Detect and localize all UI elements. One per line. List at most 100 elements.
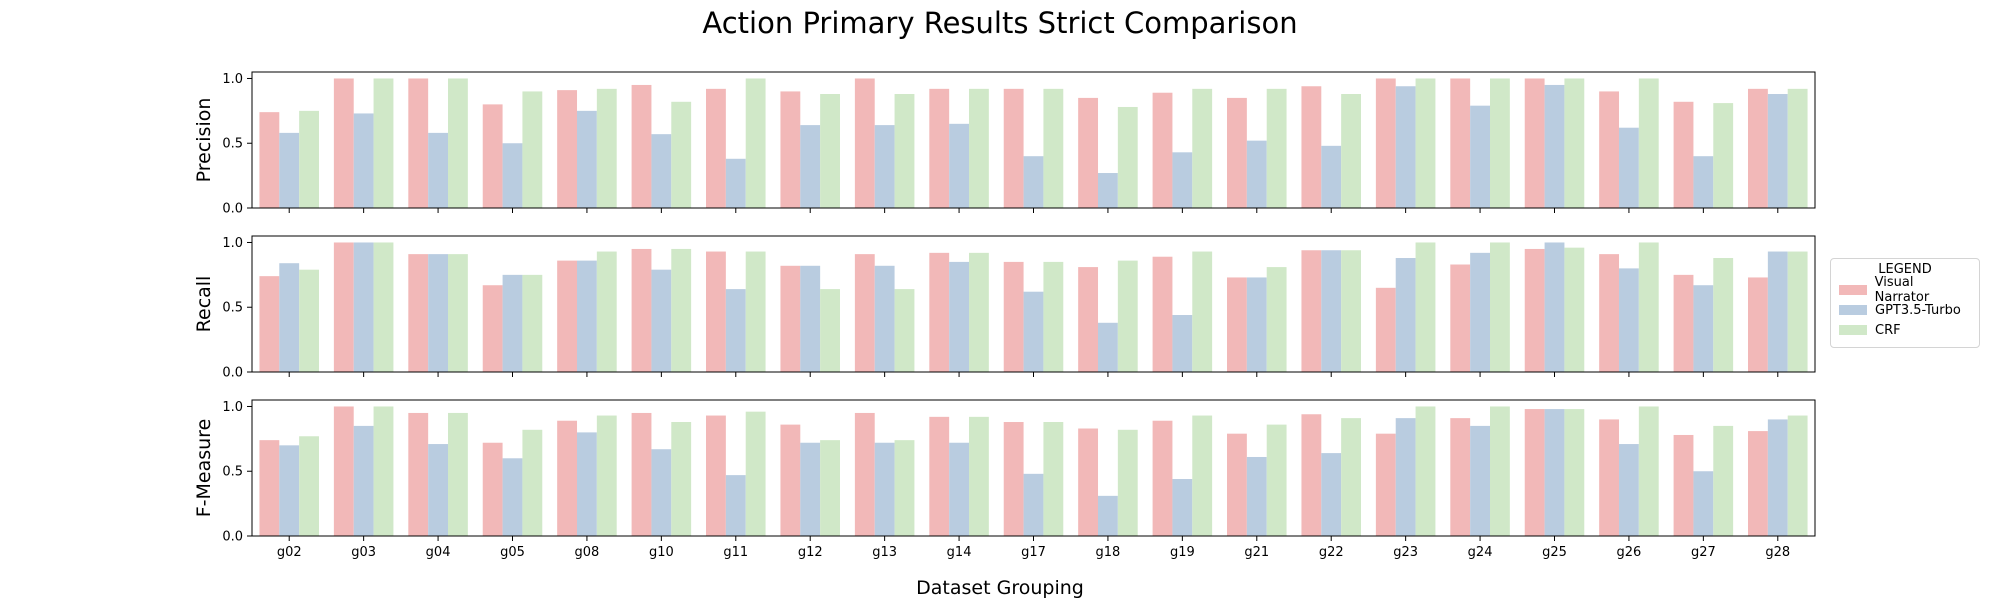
bar-f-measure-visual-narrator-g11 (706, 415, 726, 536)
bar-f-measure-crf-g17 (1043, 422, 1064, 536)
bar-precision-gpt3-5-turbo-g22 (1321, 145, 1342, 208)
legend-label-crf: CRF (1875, 322, 1901, 338)
bar-precision-visual-narrator-g14 (929, 88, 950, 208)
x-tick-label-g05: g05 (500, 545, 525, 560)
bar-precision-gpt3-5-turbo-g25 (1544, 84, 1565, 208)
bar-recall-visual-narrator-g17 (1003, 261, 1024, 372)
x-tick-label-g28: g28 (1765, 545, 1790, 560)
legend-item-crf: CRF (1839, 320, 1971, 340)
bar-recall-gpt3-5-turbo-g04 (428, 254, 448, 372)
y-tick-label-precision-0.0: 0.0 (222, 202, 243, 217)
bar-recall-gpt3-5-turbo-g13 (874, 265, 895, 372)
bar-precision-gpt3-5-turbo-g23 (1395, 86, 1416, 208)
bar-recall-gpt3-5-turbo-g05 (502, 274, 523, 372)
bar-recall-crf-g18 (1117, 260, 1138, 372)
y-tick-label-recall-1.0: 1.0 (222, 236, 243, 251)
bar-recall-visual-narrator-g03 (333, 242, 354, 372)
bar-recall-visual-narrator-g12 (780, 265, 801, 372)
bar-precision-crf-g11 (745, 78, 766, 208)
bar-f-measure-crf-g18 (1117, 429, 1138, 536)
bar-f-measure-crf-g14 (969, 416, 989, 536)
bar-recall-gpt3-5-turbo-g26 (1619, 268, 1639, 372)
y-tick-label-recall-0.5: 0.5 (222, 301, 243, 316)
legend: LEGEND Visual Narrator GPT3.5-Turbo CRF (1830, 258, 1980, 348)
bar-recall-crf-g28 (1787, 251, 1808, 372)
bar-precision-visual-narrator-g21 (1227, 97, 1247, 208)
bar-precision-gpt3-5-turbo-g12 (800, 125, 821, 208)
bar-f-measure-visual-narrator-g08 (557, 420, 578, 536)
bar-f-measure-crf-g24 (1490, 406, 1510, 536)
bar-f-measure-gpt3-5-turbo-g27 (1693, 471, 1714, 536)
bar-precision-crf-g10 (671, 101, 692, 208)
x-tick-label-g21: g21 (1244, 545, 1269, 560)
bar-f-measure-visual-narrator-g10 (631, 412, 652, 536)
bar-f-measure-visual-narrator-g02 (259, 440, 280, 536)
bar-recall-gpt3-5-turbo-g17 (1023, 291, 1044, 372)
legend-label-gpt35-turbo: GPT3.5-Turbo (1875, 302, 1961, 318)
x-tick-label-g11: g11 (723, 545, 748, 560)
bar-f-measure-visual-narrator-g24 (1450, 418, 1471, 536)
bar-recall-visual-narrator-g19 (1152, 256, 1173, 372)
bar-f-measure-crf-g02 (299, 436, 319, 536)
bar-recall-visual-narrator-g02 (259, 276, 280, 372)
bar-precision-visual-narrator-g26 (1599, 91, 1620, 208)
bar-recall-crf-g10 (671, 248, 692, 372)
y-tick-label-f-measure-1.0: 1.0 (222, 400, 243, 415)
bar-precision-gpt3-5-turbo-g18 (1098, 173, 1118, 208)
x-tick-label-g12: g12 (798, 545, 823, 560)
bar-f-measure-gpt3-5-turbo-g12 (800, 442, 821, 536)
bar-precision-visual-narrator-g10 (631, 84, 652, 208)
y-tick-label-precision-0.5: 0.5 (222, 137, 243, 152)
y-tick-label-f-measure-0.0: 0.0 (222, 530, 243, 545)
x-tick-label-g08: g08 (575, 545, 600, 560)
bar-f-measure-crf-g04 (448, 412, 468, 536)
bar-f-measure-gpt3-5-turbo-g28 (1767, 419, 1788, 536)
bar-precision-gpt3-5-turbo-g19 (1172, 152, 1193, 208)
bar-f-measure-crf-g23 (1415, 406, 1436, 536)
legend-label-visual-narrator: Visual Narrator (1874, 275, 1930, 305)
legend-swatch-crf (1839, 325, 1867, 335)
bar-precision-gpt3-5-turbo-g04 (428, 132, 448, 208)
bar-precision-crf-g13 (894, 94, 915, 208)
bar-recall-crf-g04 (448, 254, 468, 372)
bar-precision-visual-narrator-g17 (1003, 88, 1024, 208)
y-tick-label-recall-0.0: 0.0 (222, 366, 243, 381)
bar-recall-crf-g05 (522, 274, 543, 372)
bar-f-measure-visual-narrator-g04 (408, 412, 429, 536)
bar-precision-gpt3-5-turbo-g28 (1767, 94, 1788, 208)
bar-precision-crf-g02 (299, 110, 319, 208)
bar-f-measure-crf-g05 (522, 429, 543, 536)
bar-recall-gpt3-5-turbo-g25 (1544, 242, 1565, 372)
bar-recall-visual-narrator-g26 (1599, 254, 1620, 372)
x-tick-label-g25: g25 (1542, 545, 1567, 560)
x-tick-label-g24: g24 (1468, 545, 1493, 560)
bar-precision-crf-g22 (1341, 94, 1361, 208)
x-tick-label-g19: g19 (1170, 545, 1195, 560)
bar-precision-visual-narrator-g08 (557, 90, 578, 208)
bar-f-measure-gpt3-5-turbo-g17 (1023, 473, 1044, 536)
bar-f-measure-gpt3-5-turbo-g18 (1098, 495, 1118, 536)
bar-precision-crf-g04 (448, 78, 468, 208)
bar-precision-visual-narrator-g02 (259, 112, 280, 208)
bar-f-measure-gpt3-5-turbo-g24 (1470, 425, 1490, 536)
bar-precision-visual-narrator-g03 (333, 78, 354, 208)
bar-f-measure-gpt3-5-turbo-g22 (1321, 453, 1342, 536)
bar-precision-gpt3-5-turbo-g26 (1619, 127, 1639, 208)
x-axis-title: Dataset Grouping (916, 577, 1084, 599)
bar-f-measure-crf-g11 (745, 411, 766, 536)
bar-f-measure-visual-narrator-g23 (1375, 433, 1396, 536)
legend-swatch-visual-narrator (1839, 285, 1867, 295)
bar-recall-visual-narrator-g05 (482, 285, 503, 372)
bar-precision-gpt3-5-turbo-g13 (874, 125, 895, 208)
bar-recall-visual-narrator-g24 (1450, 264, 1471, 372)
bar-recall-visual-narrator-g04 (408, 254, 429, 372)
bar-precision-visual-narrator-g05 (482, 104, 503, 208)
bar-precision-crf-g27 (1713, 103, 1734, 208)
legend-title: LEGEND (1878, 262, 1932, 277)
bar-recall-visual-narrator-g13 (854, 254, 875, 372)
bar-f-measure-gpt3-5-turbo-g04 (428, 444, 448, 536)
bar-f-measure-crf-g21 (1266, 424, 1287, 536)
bar-precision-visual-narrator-g25 (1524, 78, 1545, 208)
y-axis-title-recall: Recall (193, 276, 215, 333)
bar-precision-gpt3-5-turbo-g11 (725, 158, 746, 208)
